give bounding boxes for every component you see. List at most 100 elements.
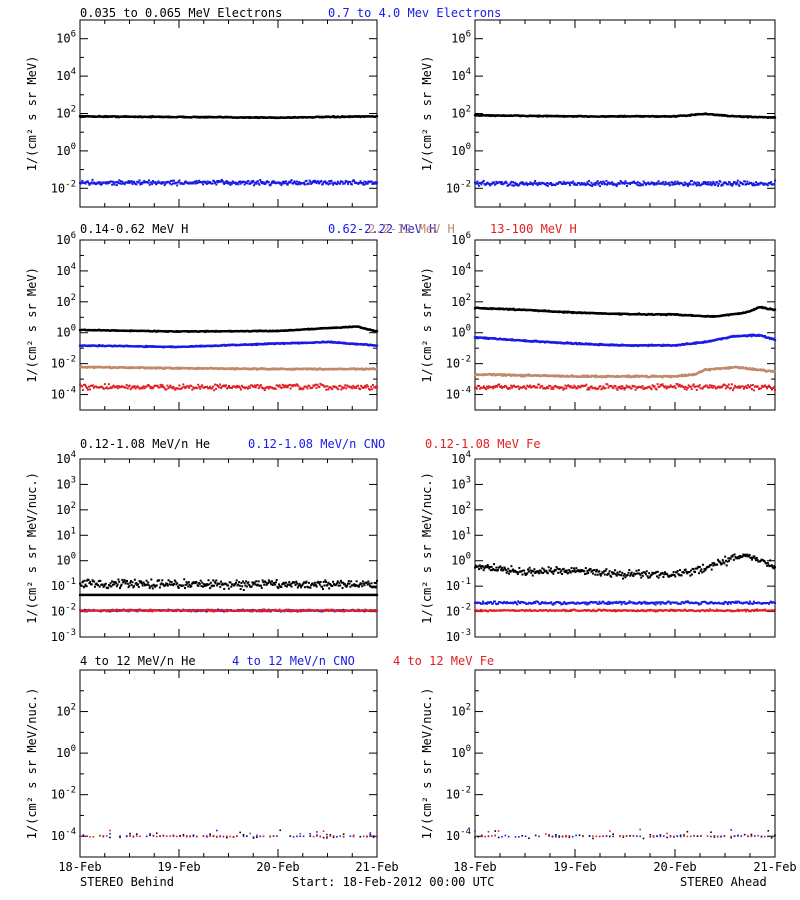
data-point (626, 375, 629, 379)
data-point (612, 182, 615, 185)
data-point (769, 182, 772, 185)
data-point (132, 386, 135, 389)
data-point (695, 184, 698, 187)
data-point (160, 385, 163, 388)
data-point (163, 184, 166, 187)
data-point (578, 182, 581, 185)
data-point (175, 181, 178, 184)
data-point (554, 184, 557, 187)
data-point (113, 183, 116, 186)
data-point (710, 384, 713, 387)
data-point (635, 182, 638, 185)
data-point (187, 385, 190, 388)
data-point (515, 183, 518, 186)
data-point (621, 385, 624, 388)
data-point (318, 182, 321, 185)
data-point (565, 387, 568, 390)
data-point (174, 388, 177, 391)
data-point (531, 385, 534, 388)
data-point (194, 182, 197, 185)
data-point (292, 182, 295, 185)
data-point (370, 180, 373, 183)
data-point (686, 386, 689, 389)
data-point (522, 181, 525, 184)
data-point (599, 385, 602, 388)
data-point (761, 386, 764, 389)
data-point (649, 387, 652, 390)
data-point (105, 181, 108, 184)
data-point (735, 386, 738, 389)
data-point (156, 384, 159, 387)
data-point (584, 384, 587, 387)
data-point (486, 181, 489, 184)
data-point (500, 385, 503, 388)
data-point (517, 385, 520, 388)
data-point (147, 179, 150, 182)
data-point (279, 181, 282, 184)
data-point (593, 374, 596, 377)
data-point (129, 181, 132, 184)
data-point (259, 179, 262, 182)
data-point (521, 386, 524, 389)
data-point (690, 179, 693, 182)
data-point (521, 373, 524, 377)
data-point (667, 386, 670, 389)
data-point (709, 183, 712, 186)
data-point (118, 182, 121, 185)
data-point (644, 387, 647, 390)
data-point (763, 384, 766, 387)
data-point (646, 386, 649, 389)
data-point (115, 184, 118, 187)
data-point (194, 180, 197, 183)
data-point (712, 180, 715, 183)
data-point (145, 385, 148, 388)
data-point (615, 387, 618, 390)
data-point (504, 384, 507, 387)
data-point (518, 388, 521, 391)
data-point (757, 388, 760, 391)
data-point (670, 385, 673, 388)
y-tick-label: 10-4 (51, 386, 76, 402)
data-point (724, 387, 727, 390)
data-point (693, 386, 696, 389)
data-point (211, 387, 214, 390)
data-point (749, 384, 752, 387)
data-point (622, 386, 625, 389)
data-point (270, 182, 273, 185)
data-point (367, 385, 370, 388)
data-point (675, 382, 678, 385)
data-point (164, 182, 167, 185)
data-point (280, 184, 283, 187)
data-point (242, 180, 245, 183)
data-point (674, 387, 677, 390)
data-point (727, 183, 730, 186)
data-point (237, 385, 240, 388)
data-point (220, 180, 223, 183)
data-point (731, 184, 734, 187)
data-point (686, 185, 689, 188)
data-point (529, 181, 532, 184)
data-point (715, 387, 718, 390)
y-axis-label: 1/(cm² s sr MeV) (25, 56, 39, 172)
data-point (661, 383, 664, 386)
data-point (228, 181, 231, 184)
data-point (303, 183, 306, 186)
data-point (138, 179, 141, 182)
data-point (615, 185, 618, 188)
data-point (614, 183, 617, 186)
data-point (191, 388, 194, 391)
data-point (520, 386, 523, 389)
data-point (337, 388, 340, 391)
data-point (697, 385, 700, 388)
data-point (583, 384, 586, 387)
data-point (212, 385, 215, 388)
data-point (283, 180, 286, 183)
data-point (373, 182, 376, 185)
data-point (607, 386, 610, 389)
data-point (593, 387, 596, 390)
data-point (692, 183, 695, 186)
data-point (678, 183, 681, 186)
data-point (250, 384, 253, 387)
data-point (345, 387, 348, 390)
